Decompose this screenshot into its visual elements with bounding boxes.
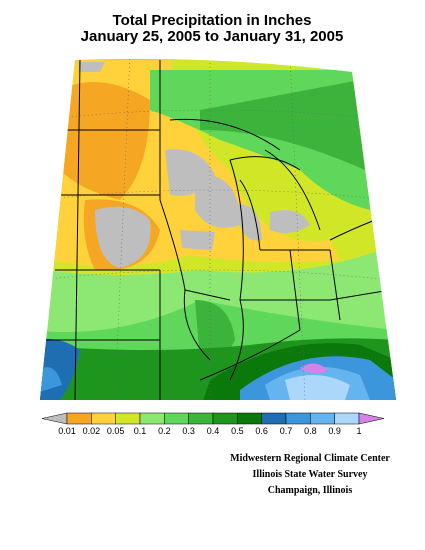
map xyxy=(40,58,396,400)
legend-swatch xyxy=(261,412,287,425)
legend-label: 0.01 xyxy=(58,426,76,436)
legend: 0.01 0.02 0.05 0.1 0.2 0.3 0.4 0.5 0.6 0.7 0.8 0.9 1 xyxy=(41,412,385,436)
legend-label: 0.4 xyxy=(207,426,220,436)
legend-label: 0.9 xyxy=(328,426,341,436)
legend-swatch xyxy=(66,412,92,425)
legend-swatch xyxy=(188,412,214,425)
legend-swatch xyxy=(358,412,385,425)
legend-swatch xyxy=(285,412,311,425)
subtitle: January 25, 2005 to January 31, 2005 xyxy=(81,28,344,45)
legend-label: 0.5 xyxy=(231,426,244,436)
legend-label: 0.8 xyxy=(304,426,317,436)
legend-swatch xyxy=(237,412,262,425)
legend-label: 0.3 xyxy=(182,426,195,436)
title: Total Precipitation in Inches xyxy=(113,12,312,29)
legend-label: 0.05 xyxy=(107,426,125,436)
legend-label: 0.2 xyxy=(158,426,171,436)
legend-swatch xyxy=(310,412,335,425)
legend-label: 0.1 xyxy=(134,426,147,436)
legend-label: 0.6 xyxy=(255,426,268,436)
legend-label: 0.7 xyxy=(280,426,293,436)
legend-swatch xyxy=(91,412,116,425)
legend-label: 0.02 xyxy=(83,426,101,436)
legend-swatch xyxy=(212,412,238,425)
credit: Champaign, Illinois xyxy=(268,485,353,496)
credit: Illinois State Water Survey xyxy=(253,469,368,480)
legend-swatch xyxy=(139,412,165,425)
legend-label: 1 xyxy=(356,426,361,436)
credit: Midwestern Regional Climate Center xyxy=(230,453,390,464)
legend-swatch xyxy=(41,412,68,425)
legend-swatch xyxy=(115,412,141,425)
legend-swatch xyxy=(334,412,360,425)
legend-swatch xyxy=(164,412,189,425)
